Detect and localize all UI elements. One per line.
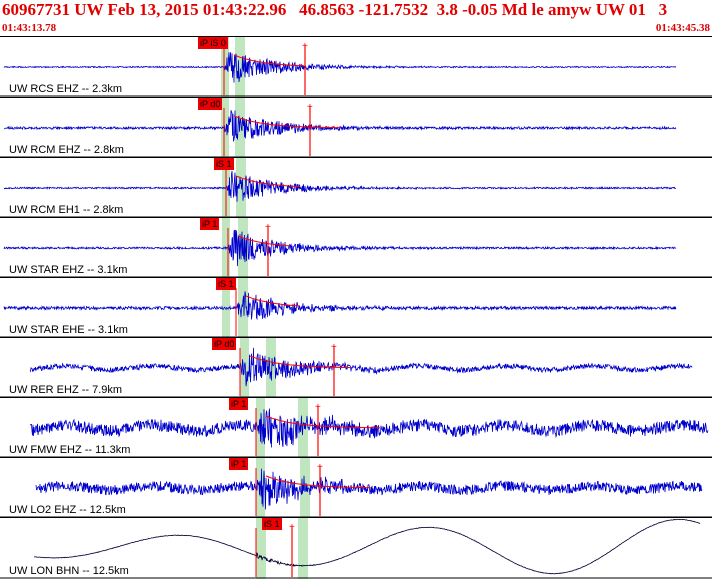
- channel-panel-rer-ehz[interactable]: + iP d0 UW RER EHZ -- 7.9km: [0, 337, 712, 398]
- channel-panel-lo2-ehz[interactable]: + iP 1 UW LO2 EHZ -- 12.5km: [0, 457, 712, 518]
- pick-flag[interactable]: iP iS 0: [198, 37, 228, 49]
- waveform-path: [3, 52, 677, 83]
- waveform-path: [3, 110, 677, 142]
- channel-panel-fmw-ehz[interactable]: + iP 1 UW FMW EHZ -- 11.3km: [0, 397, 712, 458]
- waveform-trace: +: [0, 37, 712, 97]
- channel-label: UW STAR EHZ -- 3.1km: [9, 264, 128, 276]
- waveform-path: [29, 347, 693, 387]
- pick-flag[interactable]: iS 1: [214, 158, 234, 170]
- channel-panel-rcm-ehz[interactable]: + iP d0 UW RCM EHZ -- 2.8km: [0, 97, 712, 158]
- channel-label: UW LON BHN -- 12.5km: [9, 565, 129, 577]
- channel-label: UW FMW EHZ -- 11.3km: [9, 444, 131, 456]
- channel-panel-lon-bhn[interactable]: + iS 1 UW LON BHN -- 12.5km: [0, 517, 712, 579]
- end-time: 01:43:45.38: [655, 22, 710, 34]
- pick-flag[interactable]: iS 1: [216, 278, 236, 290]
- start-time: 01:43:13.78: [2, 22, 57, 34]
- analysis-window-band: [236, 158, 246, 218]
- channel-label: UW STAR EHE -- 3.1km: [9, 324, 128, 336]
- plus-icon: +: [307, 102, 313, 113]
- channel-panel-star-ehz[interactable]: + iP 1 UW STAR EHZ -- 3.1km: [0, 217, 712, 278]
- coda-decay-curve: [233, 115, 341, 129]
- channel-panel-rcm-eh1[interactable]: iS 1 UW RCM EH1 -- 2.8km: [0, 157, 712, 218]
- analysis-window-band: [300, 458, 310, 518]
- waveform-path: [3, 229, 677, 267]
- channel-label: UW RCM EHZ -- 2.8km: [9, 144, 124, 156]
- plus-icon: +: [289, 522, 295, 533]
- event-title: 60967731 UW Feb 13, 2015 01:43:22.96 46.…: [2, 0, 668, 19]
- plus-icon: +: [331, 342, 337, 353]
- coda-decay-curve: [233, 54, 305, 67]
- analysis-window-band: [298, 518, 308, 579]
- waveform-path: [33, 518, 701, 575]
- waveform-path: [3, 170, 677, 202]
- coda-decay-curve: [237, 235, 291, 247]
- pick-flag[interactable]: iP 1: [229, 458, 249, 470]
- channel-panel-rcs-ehz[interactable]: + iP iS 0 UW RCS EHZ -- 2.3km: [0, 36, 712, 97]
- plus-icon: +: [302, 41, 308, 52]
- pick-flag[interactable]: iP d0: [198, 98, 223, 110]
- pick-flag[interactable]: iP 1: [200, 218, 220, 230]
- pick-flag[interactable]: iP 1: [229, 398, 249, 410]
- coda-decay-curve: [249, 355, 351, 369]
- coda-decay-curve: [265, 475, 371, 489]
- waveform-path: [35, 468, 703, 510]
- channel-label: UW RER EHZ -- 7.9km: [9, 384, 123, 396]
- coda-decay-curve: [265, 415, 381, 429]
- analysis-window-band: [256, 518, 266, 579]
- coda-decay-curve: [245, 295, 301, 307]
- channel-panel-star-ehe[interactable]: iS 1 UW STAR EHE -- 3.1km: [0, 277, 712, 338]
- event-header: 60967731 UW Feb 13, 2015 01:43:22.96 46.…: [0, 0, 712, 36]
- analysis-window-band: [266, 338, 276, 398]
- plus-icon: +: [317, 462, 323, 473]
- channel-label: UW RCM EH1 -- 2.8km: [9, 204, 124, 216]
- waveform-path: [29, 408, 709, 448]
- waveform-path: [3, 291, 677, 321]
- analysis-window-band: [235, 37, 245, 97]
- plus-icon: +: [315, 402, 321, 413]
- channel-label: UW LO2 EHZ -- 12.5km: [9, 504, 126, 516]
- plus-icon: +: [265, 222, 271, 233]
- coda-decay-curve: [235, 175, 301, 188]
- analysis-window-band: [238, 278, 248, 338]
- seismogram-panels: + iP iS 0 UW RCS EHZ -- 2.3km + iP d0 UW…: [0, 36, 712, 579]
- pick-flag[interactable]: iP d0: [212, 338, 237, 350]
- pick-flag[interactable]: iS 1: [262, 518, 282, 530]
- channel-label: UW RCS EHZ -- 2.3km: [9, 83, 123, 95]
